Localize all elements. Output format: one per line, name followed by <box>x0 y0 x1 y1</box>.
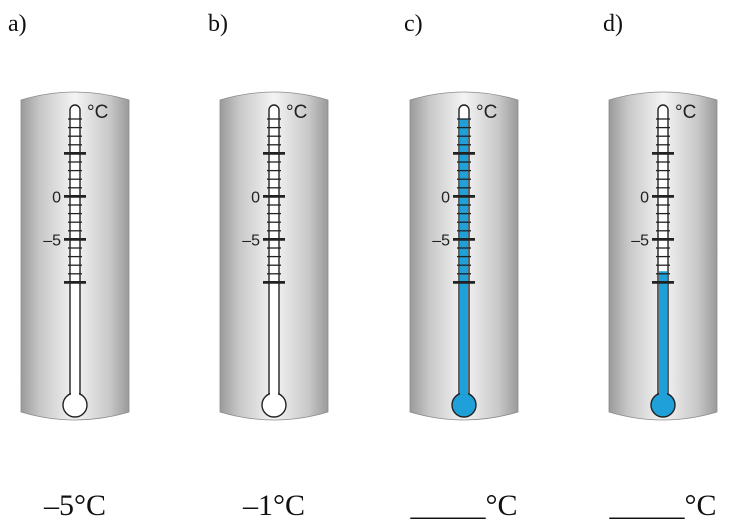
tick-label: 0 <box>52 189 61 206</box>
tick-label: –5 <box>631 232 649 249</box>
tick-label: –5 <box>432 232 450 249</box>
thermometer-b: b) 0 –5 °C –1°C <box>208 11 328 519</box>
bulb <box>262 393 286 417</box>
tick-label: –5 <box>43 232 61 249</box>
thermometer-d: d) 0 –5 °C _____°C <box>603 11 717 519</box>
unit-label: °C <box>87 102 108 123</box>
unit-label: °C <box>476 102 497 123</box>
liquid-neck <box>460 391 468 397</box>
liquid-neck <box>659 391 667 397</box>
panel-label: b) <box>208 11 228 37</box>
glass-tube <box>70 105 80 405</box>
tube-neck <box>71 391 79 395</box>
thermometer-c: c) 0 –5 °C _____°C <box>404 11 518 519</box>
tick-label: 0 <box>251 189 260 206</box>
liquid-column <box>659 271 667 405</box>
answer-text: –5°C <box>43 489 106 519</box>
tick-label: –5 <box>242 232 260 249</box>
glass-tube <box>269 105 279 405</box>
unit-label: °C <box>675 102 696 123</box>
answer-text: –1°C <box>242 489 305 519</box>
unit-label: °C <box>286 102 307 123</box>
answer-text: _____°C <box>608 489 716 519</box>
panel-label: a) <box>8 11 27 37</box>
tick-label: 0 <box>640 189 649 206</box>
panel-label: d) <box>603 11 623 37</box>
tick-label: 0 <box>441 189 450 206</box>
tube-neck <box>270 391 278 395</box>
answer-text: _____°C <box>409 489 517 519</box>
bulb <box>63 393 87 417</box>
thermometer-a: a)0–5°C–5°C <box>8 11 129 519</box>
panel-label: c) <box>404 11 423 37</box>
